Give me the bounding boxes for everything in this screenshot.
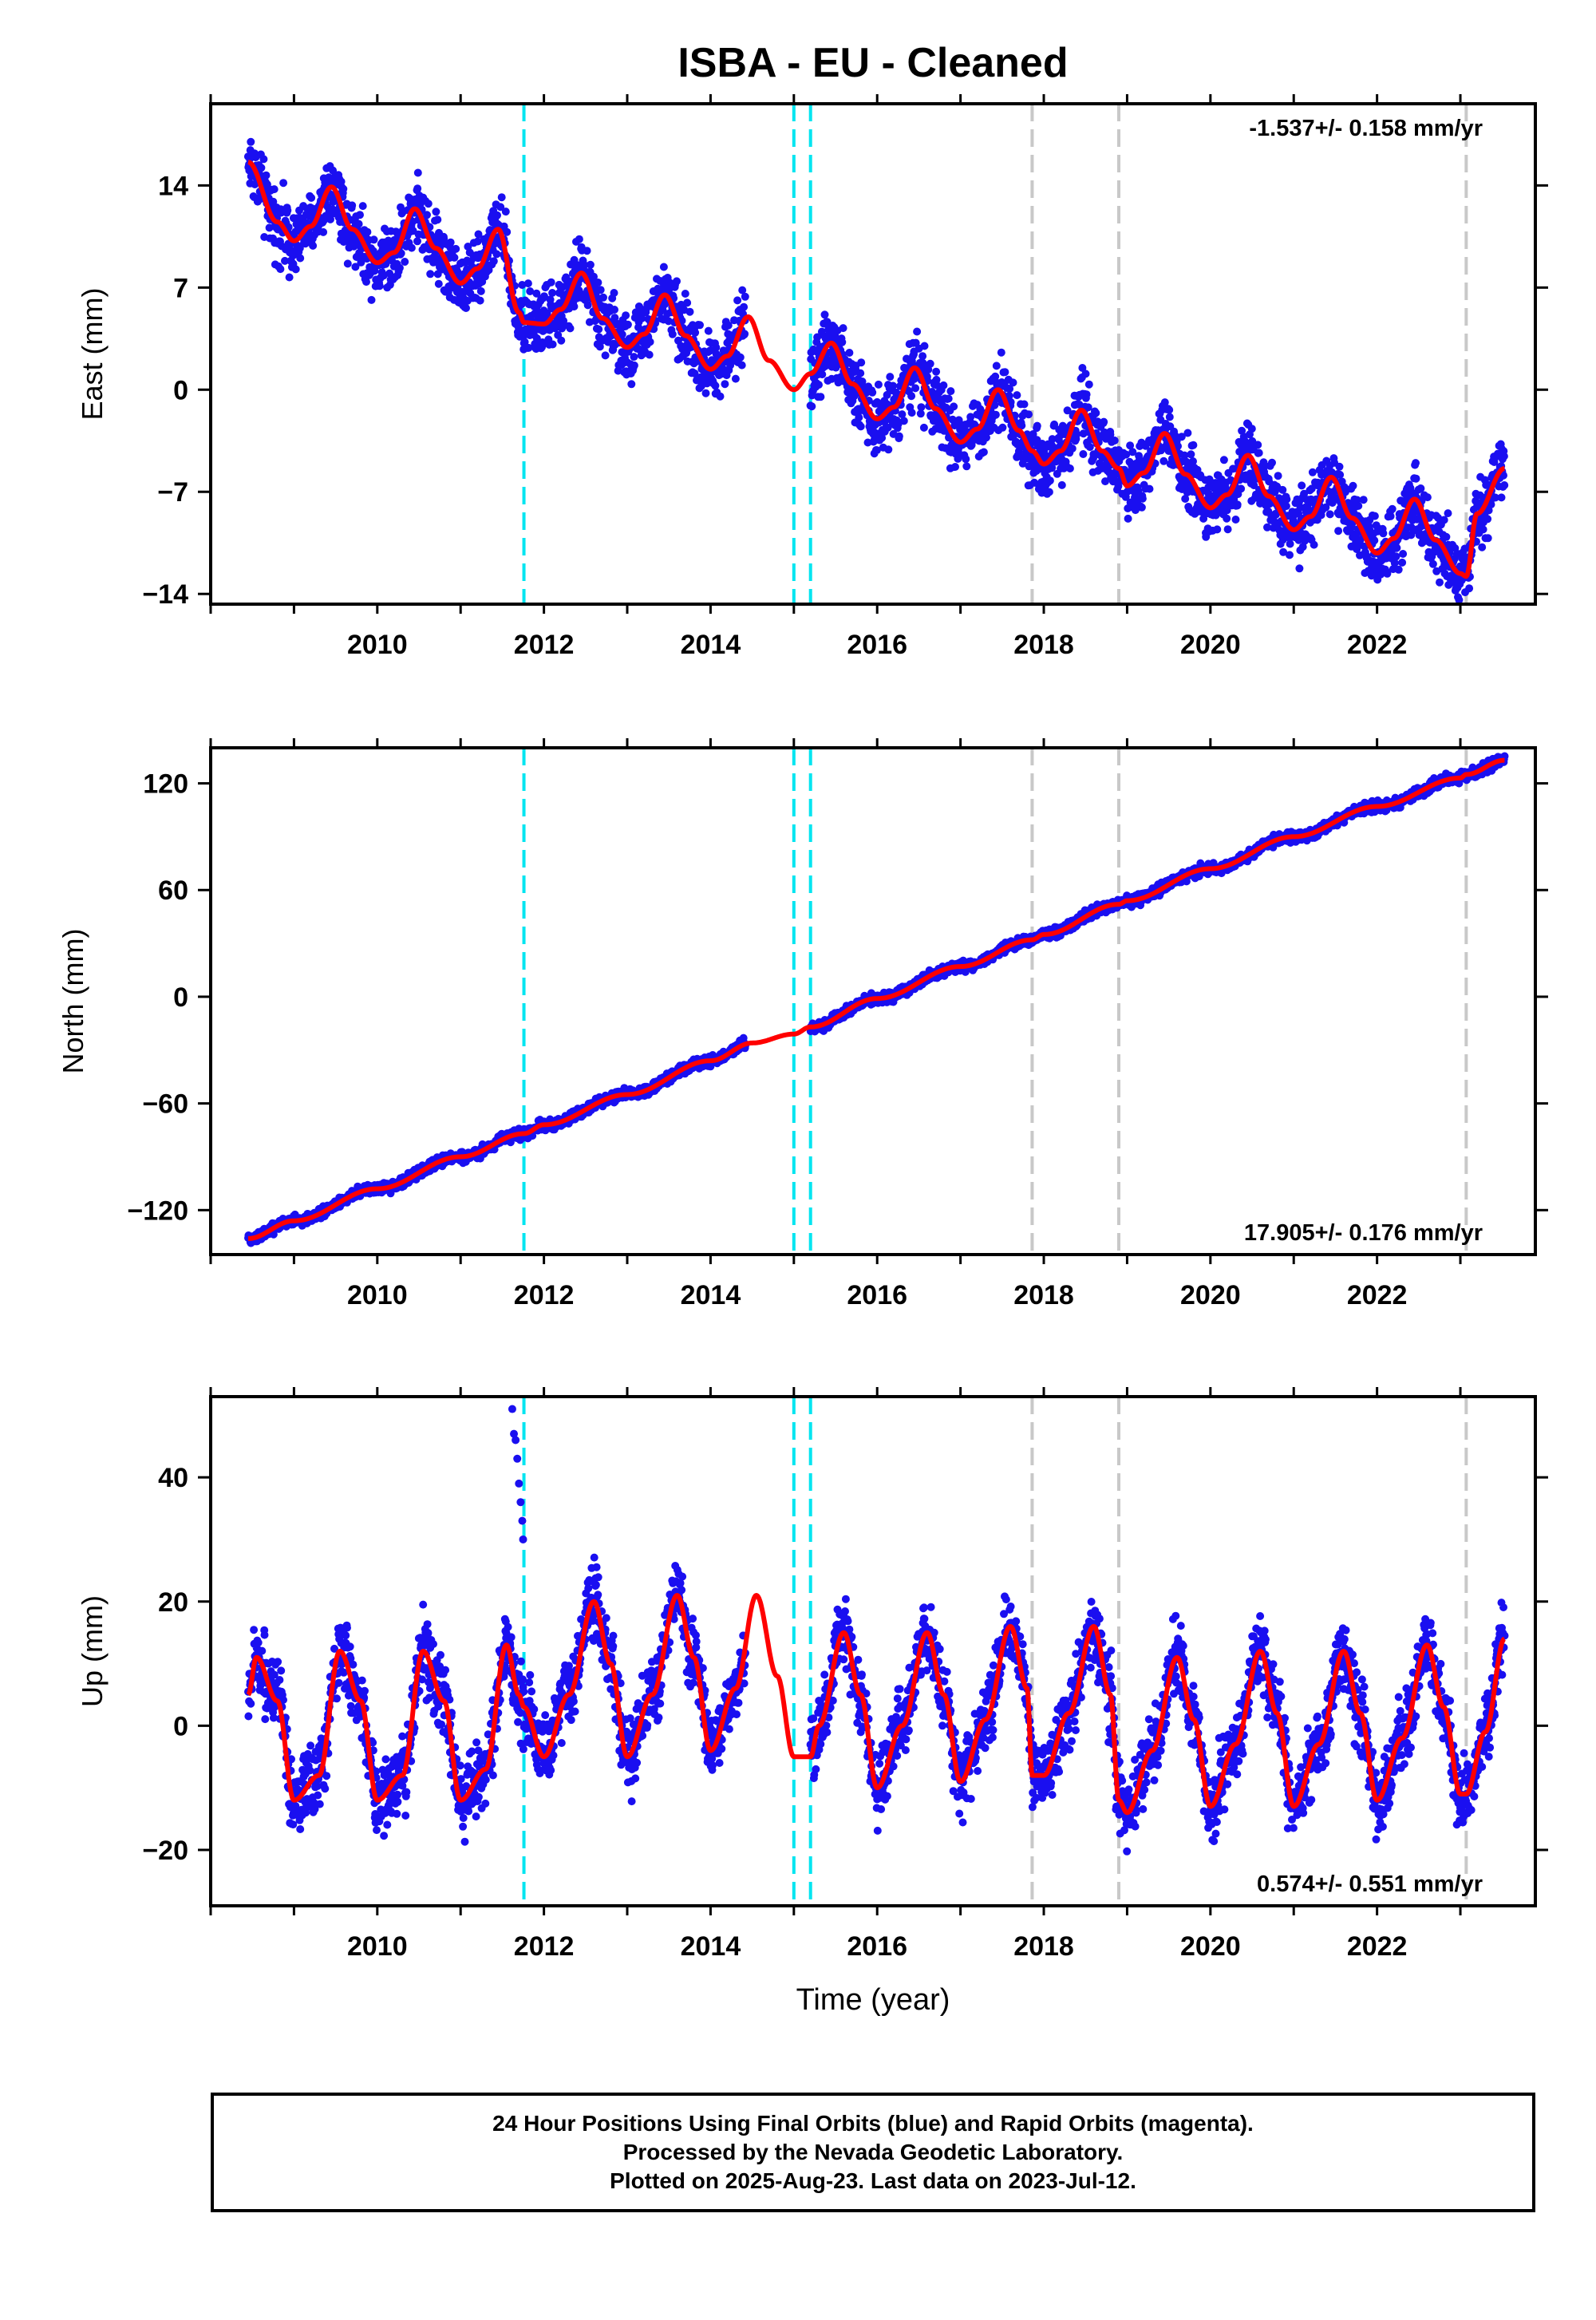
x-tick-label: 2018 [1013, 1931, 1074, 1962]
x-tick-label: 2018 [1013, 630, 1074, 660]
y-tick-label: −120 [127, 1196, 188, 1226]
rate-label: -1.537+/- 0.158 mm/yr [1249, 116, 1483, 141]
x-tick-label: 2014 [681, 1280, 741, 1310]
x-tick-label: 2010 [347, 1931, 408, 1962]
x-tick-label: 2016 [847, 630, 907, 660]
x-tick-label: 2016 [847, 1931, 907, 1962]
x-axis-label: Time (year) [796, 1983, 950, 2017]
x-tick-label: 2014 [681, 1931, 741, 1962]
y-tick-label: 20 [158, 1587, 188, 1618]
outlier-point-2 [512, 1436, 520, 1445]
y-axis-label: North (mm) [57, 929, 89, 1074]
plot-area-north [244, 748, 1509, 1255]
panel-north: 2010 2012 2014 2016 2018 2020 2022 120 60 0 −60 −12… [57, 738, 1548, 1310]
axes-frame-east [209, 102, 1537, 606]
outlier-point-5 [516, 1498, 525, 1507]
axes-frame-north [209, 746, 1537, 1256]
x-tick-label: 2012 [514, 1280, 575, 1310]
footer-box: 24 Hour Positions Using Final Orbits (bl… [211, 2093, 1535, 2212]
y-tick-label: 14 [158, 171, 188, 201]
panel-up: 2010 2012 2014 2016 2018 2020 2022 40 20 0 −20 Up (… [76, 1387, 1548, 2017]
x-tick-label: 2010 [347, 1280, 408, 1310]
y-axis-label: Up (mm) [76, 1595, 109, 1707]
x-tick-label: 2012 [514, 630, 575, 660]
y-tick-label: −20 [142, 1836, 188, 1866]
chart-title: ISBA - EU - Cleaned [678, 40, 1068, 86]
x-tick-label: 2022 [1347, 630, 1408, 660]
outlier-point-3 [513, 1454, 522, 1463]
panel-east: 2010 2012 2014 2016 2018 2020 2022 14 7 0 −7 −14 Eas… [76, 94, 1548, 660]
footer-line-3: Plotted on 2025-Aug-23. Last data on 202… [610, 2168, 1136, 2193]
plot-area-up [244, 1397, 1509, 1906]
outlier-point-1 [510, 1429, 519, 1438]
outlier-point-0 [508, 1405, 516, 1413]
footer-line-1: 24 Hour Positions Using Final Orbits (bl… [492, 2111, 1254, 2136]
y-tick-label: 40 [158, 1463, 188, 1493]
y-tick-label: 7 [173, 273, 188, 303]
final-orbit-points-east [243, 137, 1509, 604]
y-tick-label: 0 [173, 982, 188, 1013]
y-tick-label: 0 [173, 1711, 188, 1741]
y-tick-label: −7 [157, 477, 188, 508]
outlier-point-4 [515, 1479, 523, 1488]
rate-label: 17.905+/- 0.176 mm/yr [1244, 1220, 1483, 1246]
rate-label: 0.574+/- 0.551 mm/yr [1257, 1871, 1483, 1897]
y-axis-label: East (mm) [76, 288, 109, 421]
y-tick-label: −60 [142, 1089, 188, 1120]
x-tick-label: 2010 [347, 630, 408, 660]
y-tick-label: −14 [142, 579, 188, 610]
x-tick-label: 2016 [847, 1280, 907, 1310]
final-orbit-points-up [244, 1553, 1509, 1856]
x-tick-label: 2022 [1347, 1931, 1408, 1962]
x-tick-label: 2020 [1180, 1931, 1241, 1962]
panels: 2010 2012 2014 2016 2018 2020 2022 14 7 0 −7 −14 Eas… [57, 94, 1548, 2017]
y-tick-label: 60 [158, 875, 188, 906]
axes-frame-up [209, 1395, 1537, 1907]
x-tick-label: 2012 [514, 1931, 575, 1962]
x-tick-label: 2022 [1347, 1280, 1408, 1310]
x-tick-label: 2020 [1180, 1280, 1241, 1310]
y-tick-label: 0 [173, 375, 188, 405]
plot-area-east [243, 104, 1509, 604]
model-line-up [246, 1593, 1507, 1816]
model-line-east [247, 160, 1507, 579]
x-tick-label: 2018 [1013, 1280, 1074, 1310]
x-tick-label: 2014 [681, 630, 741, 660]
x-tick-label: 2020 [1180, 630, 1241, 660]
outlier-point-7 [519, 1535, 527, 1543]
model-line-north [247, 757, 1507, 1241]
y-tick-label: 120 [143, 769, 188, 800]
outlier-point-6 [518, 1516, 527, 1525]
footer-line-2: Processed by the Nevada Geodetic Laborat… [622, 2140, 1124, 2164]
